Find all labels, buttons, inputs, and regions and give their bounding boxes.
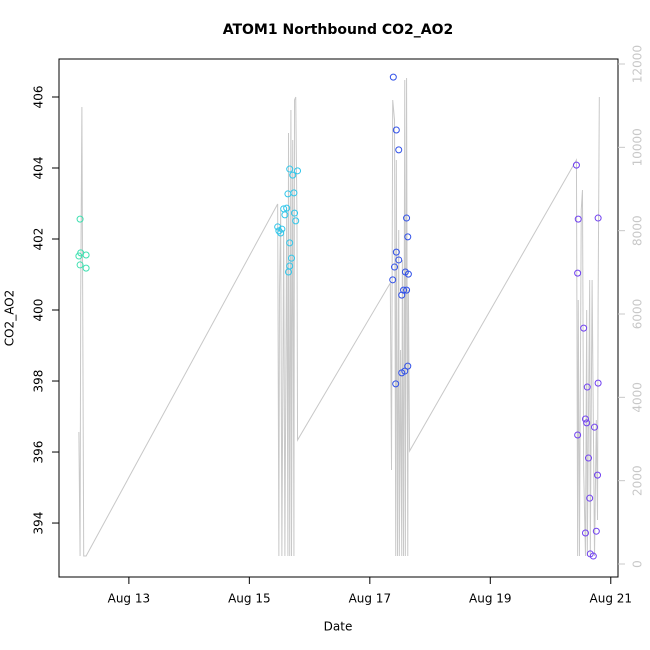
data-point [400,286,408,294]
data-point [581,529,589,537]
data-point [82,251,90,259]
x-tick-label: Aug 13 [108,592,151,606]
data-point [584,454,592,462]
data-point [274,223,282,231]
y-tick-label: 396 [32,441,46,464]
data-point [283,204,291,212]
y-tick-label: 402 [32,228,46,251]
data-line [78,77,600,557]
data-point [583,383,591,391]
y2-tick-label: 6000 [631,299,645,330]
data-point [284,190,292,198]
y-tick-label: 400 [32,299,46,322]
y-tick-label: 394 [32,512,46,535]
data-point [286,165,294,173]
data-point [574,431,582,439]
data-point [574,215,582,223]
x-tick-label: Aug 21 [590,592,633,606]
data-point [76,215,84,223]
data-point [286,239,294,247]
y-tick-label: 406 [32,86,46,109]
data-point [389,73,397,81]
data-point [586,494,594,502]
data-point [277,229,285,237]
data-point [594,214,602,222]
data-point [403,286,411,294]
y2-tick-label: 0 [631,560,645,568]
data-point [404,270,412,278]
data-point [290,189,298,197]
data-point [404,362,412,370]
y2-tick-label: 8000 [631,215,645,246]
data-point [389,276,397,284]
y-axis-label: CO2_AO2 [3,290,17,347]
data-point [403,214,411,222]
data-point [592,527,600,535]
chart-title: ATOM1 Northbound CO2_AO2 [223,22,454,38]
y-tick-label: 398 [32,370,46,393]
data-point [581,415,589,423]
data-point [583,419,591,427]
x-tick-label: Aug 15 [228,592,271,606]
data-point [392,126,400,134]
y-tick-label: 404 [32,157,46,180]
data-point [392,248,400,256]
data-point [391,263,399,271]
data-point [395,146,403,154]
data-point [580,324,588,332]
plot-frame [58,58,619,578]
x-tick-label: Aug 17 [349,592,392,606]
data-point [291,209,299,217]
y2-tick-label: 2000 [631,465,645,496]
x-axis-label: Date [324,620,353,634]
data-point [76,261,84,269]
data-point [286,262,294,270]
data-point [591,423,599,431]
data-point [594,471,602,479]
data-point [82,264,90,272]
data-point [574,269,582,277]
data-point [401,367,409,375]
data-point [594,379,602,387]
y2-tick-label: 12000 [631,45,645,83]
data-point [289,171,297,179]
y2-tick-label: 4000 [631,382,645,413]
data-point [572,161,580,169]
data-point [404,233,412,241]
data-point [392,380,400,388]
data-point [395,256,403,264]
data-point [294,167,302,175]
data-point [292,217,300,225]
data-point [281,211,289,219]
data-point [589,552,597,560]
y2-tick-label: 10000 [631,128,645,166]
data-point [288,254,296,262]
data-point [275,227,283,235]
x-tick-label: Aug 19 [469,592,512,606]
